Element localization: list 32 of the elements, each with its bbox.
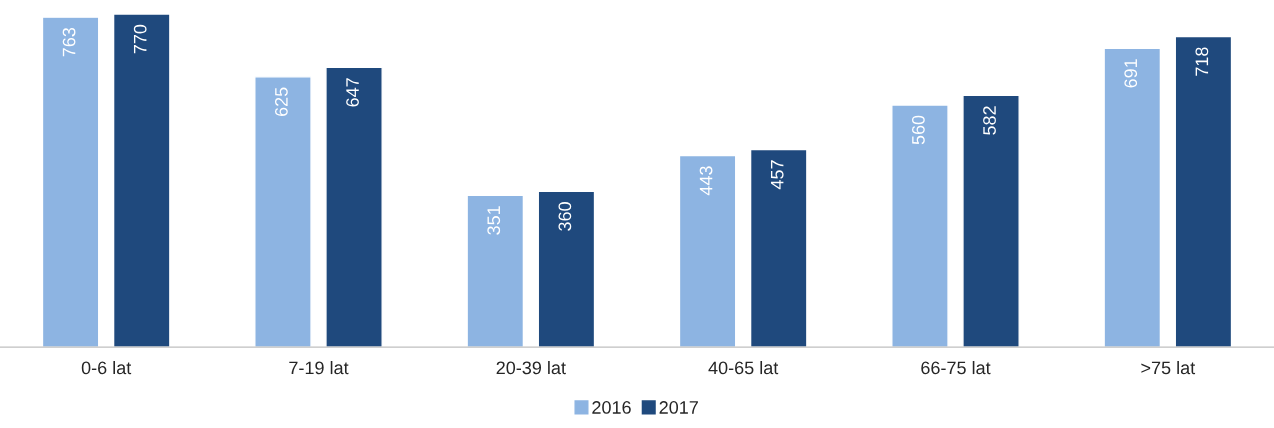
bar (466, 194, 525, 348)
x-tick-label: 20-39 lat (496, 361, 566, 375)
data-label: 647 (346, 78, 359, 107)
data-label: 770 (133, 24, 147, 54)
bar (962, 94, 1020, 348)
x-tick-label: 66-75 lat (921, 361, 991, 375)
data-label: 443 (699, 166, 713, 196)
legend-label: 2017 (659, 401, 698, 414)
data-label: 360 (558, 202, 572, 231)
bar (325, 66, 383, 348)
data-label: 582 (983, 106, 996, 135)
legend-label: 2016 (592, 401, 631, 414)
bar (1174, 35, 1233, 348)
bar (678, 154, 737, 348)
data-label: 718 (1195, 47, 1209, 76)
bar (1103, 47, 1162, 348)
bar (112, 14, 171, 348)
x-tick-label: 0-6 lat (81, 361, 132, 375)
bar (537, 190, 596, 348)
bar (749, 148, 808, 348)
bar (891, 104, 949, 348)
data-label: 763 (62, 27, 76, 57)
x-tick-label: 7-19 lat (289, 361, 349, 375)
data-label: 351 (487, 206, 501, 235)
bar (41, 16, 100, 348)
x-tick-label: 40-65 lat (708, 361, 779, 375)
data-label: 560 (912, 115, 925, 145)
data-label: 691 (1124, 59, 1138, 88)
data-label: 625 (275, 87, 288, 117)
bar (254, 76, 312, 348)
x-tick-label: >75 lat (1141, 361, 1196, 375)
data-label: 457 (770, 160, 784, 190)
